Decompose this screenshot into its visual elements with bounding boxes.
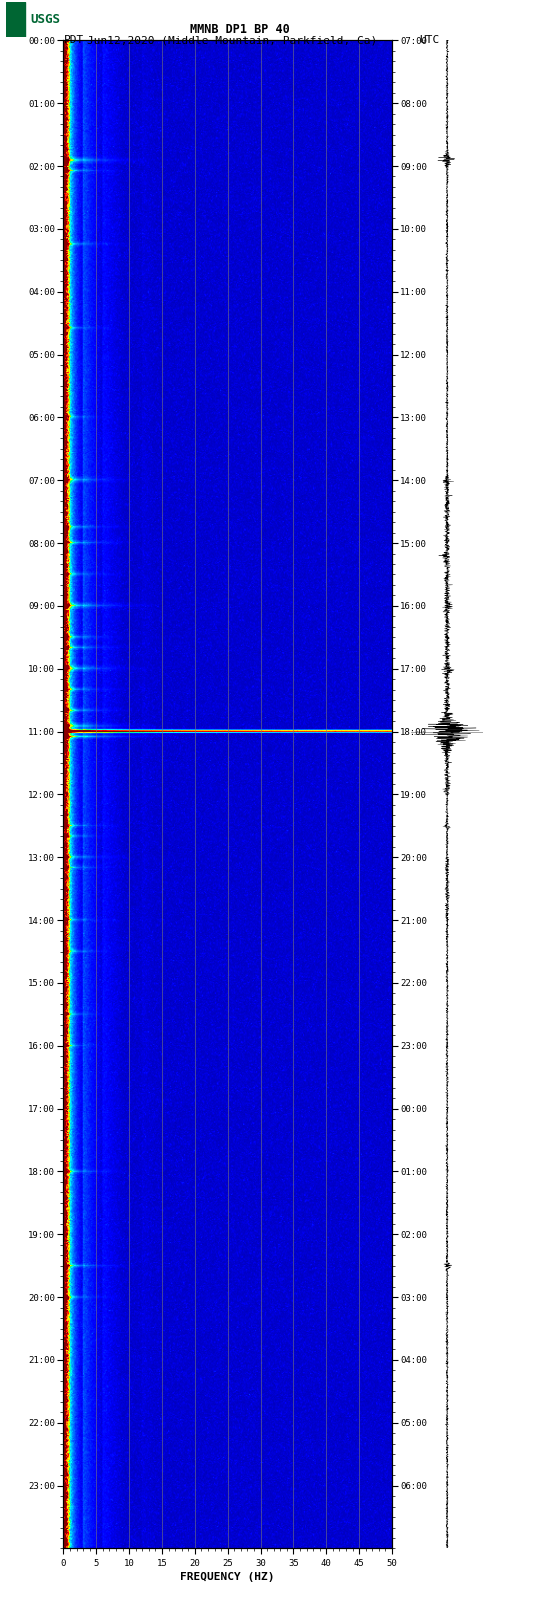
Bar [6, 2, 25, 37]
X-axis label: FREQUENCY (HZ): FREQUENCY (HZ) [181, 1573, 275, 1582]
Text: Jun12,2020 (Middle Mountain, Parkfield, Ca): Jun12,2020 (Middle Mountain, Parkfield, … [87, 35, 377, 45]
Text: PDT: PDT [63, 35, 84, 45]
Text: USGS: USGS [30, 13, 60, 26]
Text: UTC: UTC [420, 35, 440, 45]
Text: MMNB DP1 BP 40: MMNB DP1 BP 40 [190, 23, 290, 35]
